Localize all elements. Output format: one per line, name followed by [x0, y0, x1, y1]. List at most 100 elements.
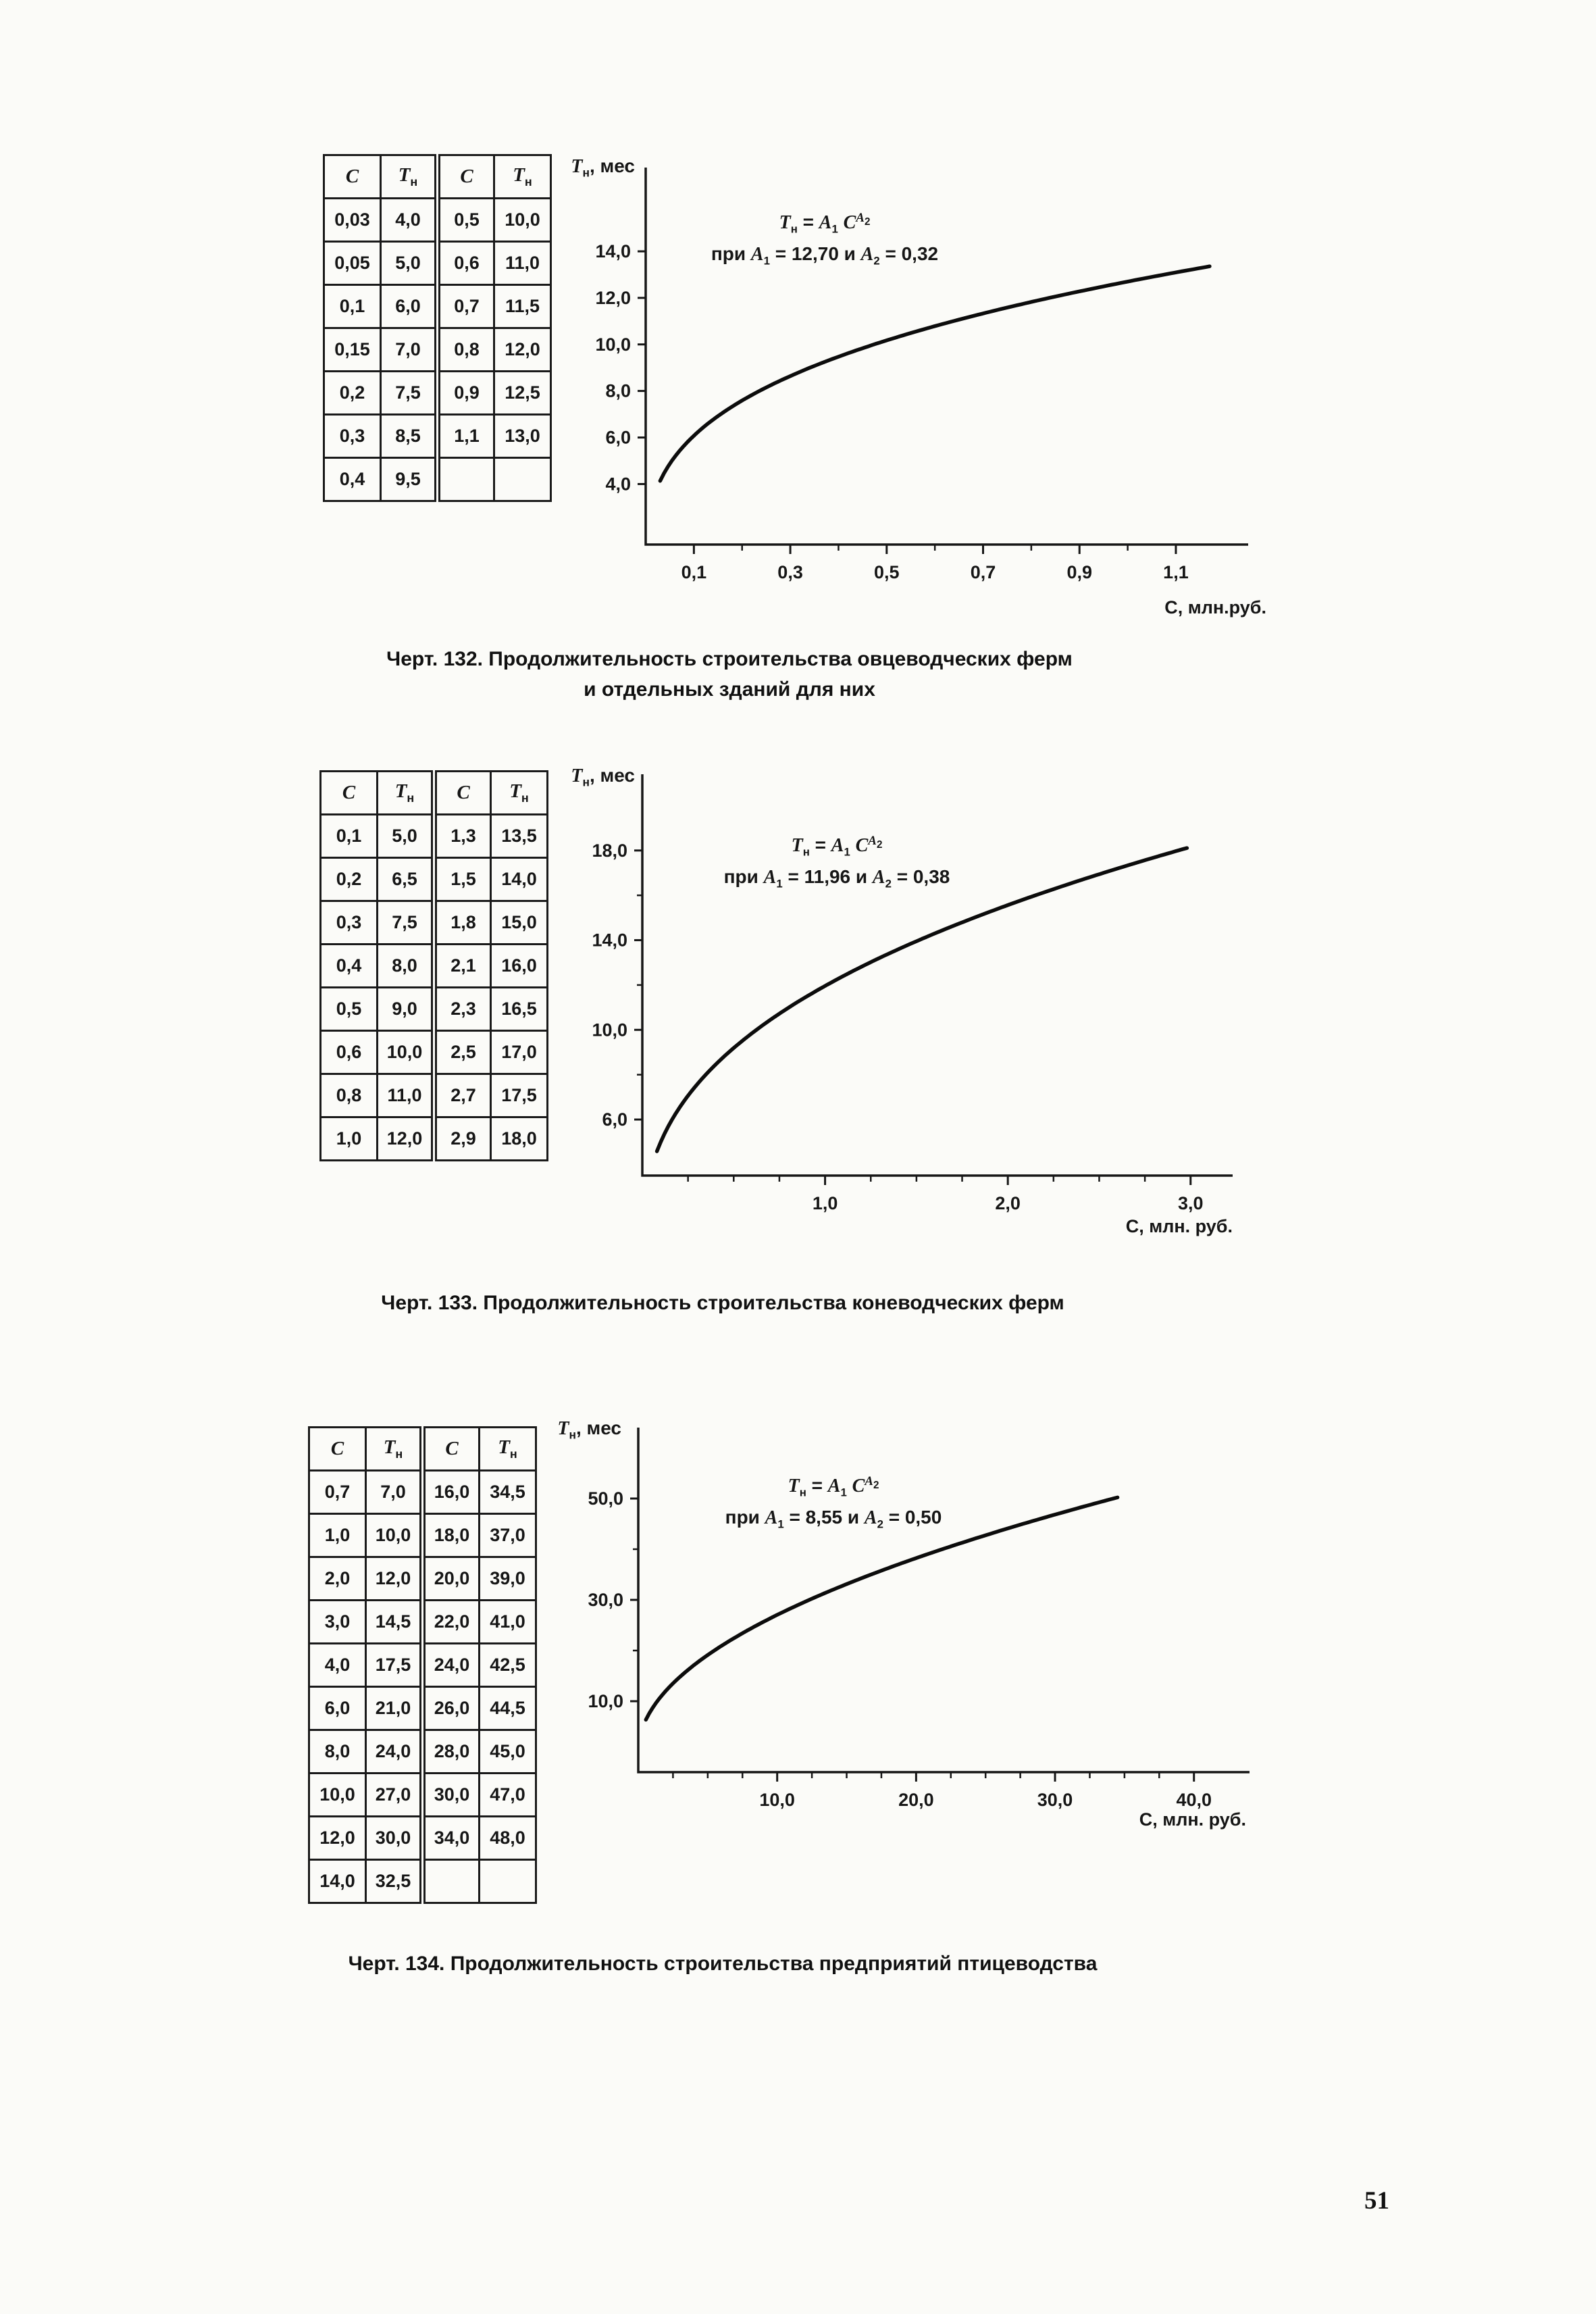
table-cell: 1,8: [431, 900, 492, 945]
table-cell: 15,0: [490, 900, 548, 945]
table-row: 8,0 24,0 28,0 45,0: [308, 1729, 537, 1774]
y-tick-label: 8,0: [605, 381, 631, 401]
chart-133: 6,0 10,0 14,0 18,0 1,0 2,0 3,0: [592, 774, 1233, 1213]
table-cell: 44,5: [478, 1686, 537, 1731]
table-cell: 11,0: [376, 1073, 435, 1118]
table-cell: 4,0: [308, 1642, 367, 1688]
table-row: 0,4 9,5: [323, 457, 552, 502]
table-header-cell: С: [431, 770, 492, 815]
table-cell: 20,0: [419, 1556, 480, 1601]
figure-caption-132: Черт. 132. Продолжительность строительст…: [223, 644, 1236, 705]
table-cell: 11,0: [493, 241, 552, 286]
y-tick-label: 10,0: [592, 1020, 627, 1040]
table-cell: 0,3: [323, 413, 382, 459]
table-cell: 9,5: [380, 457, 438, 502]
table-cell: 1,0: [308, 1513, 367, 1558]
table-row: 14,0 32,5: [308, 1859, 537, 1904]
chart-134: 10,0 30,0 50,0 10,0 20,0 30,0 40,0: [588, 1428, 1250, 1810]
x-tick-label: 0,3: [777, 562, 803, 582]
formula-params-line: при А1 = 8,55 и А2 = 0,50: [725, 1507, 942, 1531]
table-cell: 10,0: [493, 197, 552, 243]
table-row: 12,0 30,0 34,0 48,0: [308, 1815, 537, 1861]
table-header-cell: Тн: [376, 770, 435, 815]
table-cell: 30,0: [419, 1772, 480, 1817]
y-tick-label: 50,0: [588, 1488, 623, 1509]
table-row: 1,0 12,0 2,9 18,0: [319, 1116, 548, 1161]
table-cell: 8,5: [380, 413, 438, 459]
table-cell: 37,0: [478, 1513, 537, 1558]
figure-caption-133: Черт. 133. Продолжительность строительст…: [216, 1288, 1229, 1318]
table-cell: 22,0: [419, 1599, 480, 1644]
table-header-cell: Тн: [493, 154, 552, 199]
table-cell: [434, 457, 495, 502]
table-cell: 47,0: [478, 1772, 537, 1817]
table-row: 0,4 8,0 2,1 16,0: [319, 943, 548, 988]
chart-132: 4,0 6,0 8,0 10,0 12,0 14,0 0,1 0,3 0,5 0,7 0,9 1,1: [595, 168, 1248, 582]
table-cell: 2,7: [431, 1073, 492, 1118]
table-header-cell: Тн: [490, 770, 548, 815]
table-cell: 0,03: [323, 197, 382, 243]
axis-lines: [641, 774, 1233, 1177]
curve-line: [658, 264, 1212, 483]
y-axis-label-133: Тн, мес: [571, 765, 635, 789]
table-cell: 18,0: [490, 1116, 548, 1161]
table-cell: 13,5: [490, 813, 548, 859]
table-row: 0,5 9,0 2,3 16,5: [319, 986, 548, 1032]
table-cell: 17,5: [490, 1073, 548, 1118]
table-cell: 0,2: [319, 857, 378, 902]
table-row: 0,6 10,0 2,5 17,0: [319, 1030, 548, 1075]
y-tick-label: 6,0: [602, 1109, 627, 1130]
table-cell: 32,5: [365, 1859, 423, 1904]
table-cell: 11,5: [493, 284, 552, 329]
formula-132: Тн = А1 СА2 при А1 = 12,70 и А2 = 0,32: [615, 207, 1034, 271]
table-cell: 34,0: [419, 1815, 480, 1861]
curve-line: [644, 1495, 1120, 1722]
y-tick-label: 14,0: [595, 241, 631, 261]
table-cell: 1,3: [431, 813, 492, 859]
table-cell: 0,3: [319, 900, 378, 945]
table-header-cell: С: [434, 154, 495, 199]
table-cell: 1,5: [431, 857, 492, 902]
table-cell: 9,0: [376, 986, 435, 1032]
formula-line: Тн = А1 СА2: [788, 1474, 879, 1499]
table-header-cell: Тн: [365, 1426, 423, 1472]
formula-params-line: при А1 = 12,70 и А2 = 0,32: [711, 243, 939, 268]
table-cell: [478, 1859, 537, 1904]
table-cell: 2,9: [431, 1116, 492, 1161]
table-cell: [493, 457, 552, 502]
table-cell: 21,0: [365, 1686, 423, 1731]
table-cell: 24,0: [419, 1642, 480, 1688]
table-cell: 2,3: [431, 986, 492, 1032]
y-tick-label: 30,0: [588, 1590, 623, 1610]
x-tick-label: 0,1: [681, 562, 707, 582]
table-cell: 5,0: [376, 813, 435, 859]
table-cell: 12,0: [376, 1116, 435, 1161]
x-axis-unit-label-132: С, млн.руб.: [1164, 597, 1266, 618]
table-cell: 1,1: [434, 413, 495, 459]
table-row: 6,0 21,0 26,0 44,5: [308, 1686, 537, 1731]
table-row: 2,0 12,0 20,0 39,0: [308, 1556, 537, 1601]
table-row: 1,0 10,0 18,0 37,0: [308, 1513, 537, 1558]
table-cell: 45,0: [478, 1729, 537, 1774]
curve-line: [654, 846, 1189, 1153]
table-cell: 14,0: [308, 1859, 367, 1904]
table-header-cell: С: [419, 1426, 480, 1472]
x-tick-label: 30,0: [1037, 1790, 1073, 1810]
table-header-cell: С: [323, 154, 382, 199]
table-header-cell: С: [319, 770, 378, 815]
table-cell: 0,15: [323, 327, 382, 372]
x-tick-label: 20,0: [898, 1790, 934, 1810]
x-tick-label: 0,5: [874, 562, 900, 582]
table-cell: 0,8: [319, 1073, 378, 1118]
table-row: 4,0 17,5 24,0 42,5: [308, 1642, 537, 1688]
table-cell: 0,05: [323, 241, 382, 286]
table-cell: 12,0: [365, 1556, 423, 1601]
y-tick-label: 6,0: [605, 428, 631, 448]
table-cell: 48,0: [478, 1815, 537, 1861]
x-tick-label: 1,1: [1163, 562, 1189, 582]
table-cell: 0,7: [434, 284, 495, 329]
table-cell: 24,0: [365, 1729, 423, 1774]
table-cell: 0,1: [323, 284, 382, 329]
table-row: 0,1 6,0 0,7 11,5: [323, 284, 552, 329]
y-tick-label: 10,0: [595, 334, 631, 355]
